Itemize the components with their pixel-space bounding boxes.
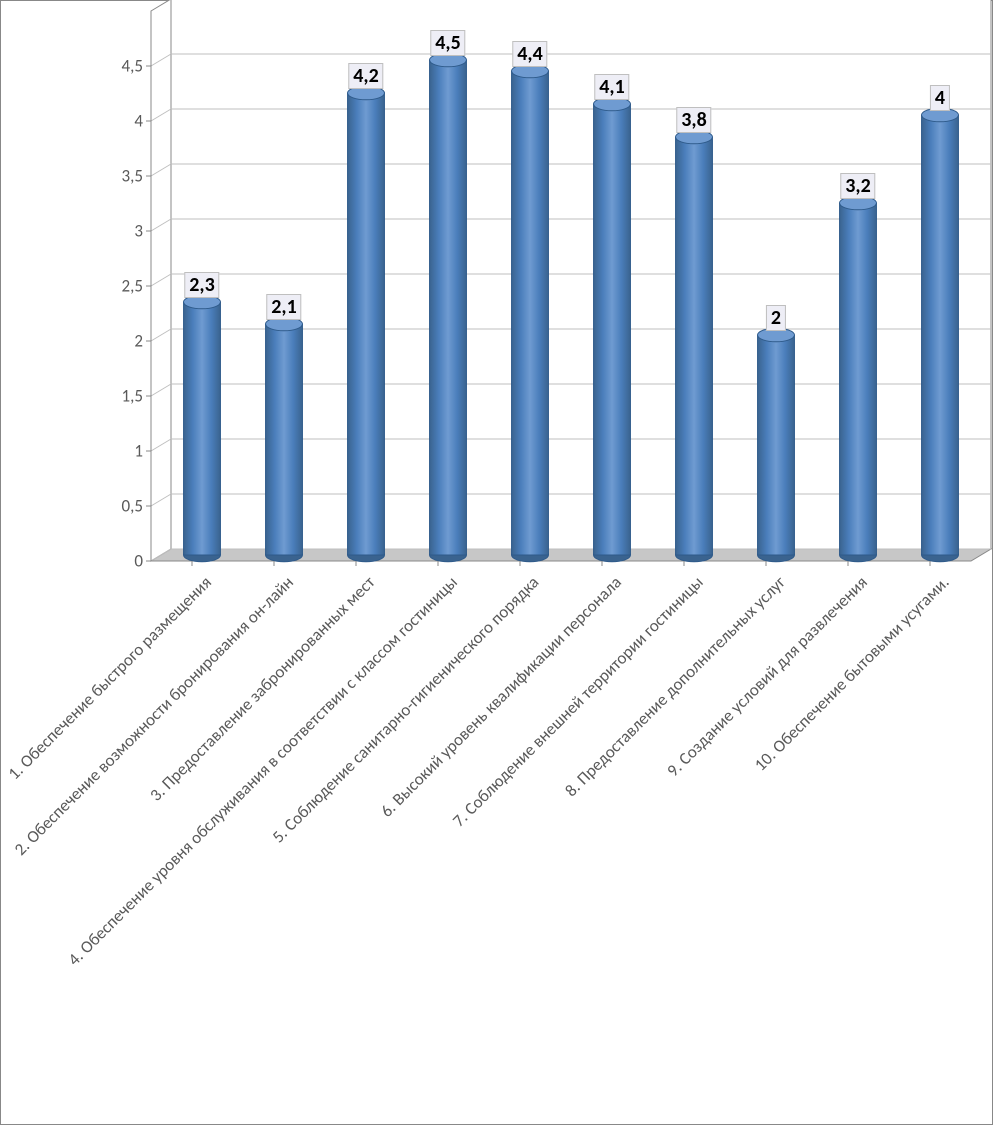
y-tick-label: 0 bbox=[134, 551, 151, 572]
data-label: 2,1 bbox=[266, 294, 301, 320]
y-tick-label: 2 bbox=[134, 331, 151, 352]
bar-1 bbox=[184, 295, 221, 562]
y-tick-label: 3 bbox=[134, 221, 151, 242]
bar-6 bbox=[594, 97, 631, 562]
plot-area: 00,511,522,533,544,51. Обеспечение быстр… bbox=[151, 11, 971, 561]
data-label: 2 bbox=[766, 305, 786, 331]
y-tick-label: 4,5 bbox=[122, 56, 151, 77]
y-tick-label: 0,5 bbox=[122, 496, 151, 517]
y-tick-label: 2,5 bbox=[122, 276, 151, 297]
data-label: 4,2 bbox=[348, 63, 383, 89]
data-label: 4 bbox=[930, 85, 950, 111]
data-label: 4,4 bbox=[512, 41, 547, 67]
data-label: 3,2 bbox=[840, 173, 875, 199]
data-label: 3,8 bbox=[676, 107, 711, 133]
y-tick-label: 4 bbox=[134, 111, 151, 132]
y-tick-label: 3,5 bbox=[122, 166, 151, 187]
bar-8 bbox=[758, 328, 795, 562]
bar-3 bbox=[348, 86, 385, 562]
bar-10 bbox=[922, 108, 959, 562]
chart-svg bbox=[151, 0, 993, 563]
y-tick-label: 1 bbox=[134, 441, 151, 462]
y-tick-label: 1,5 bbox=[122, 386, 151, 407]
x-category-label: 2. Обеспечение возможности бронирования … bbox=[7, 569, 298, 860]
bar-7 bbox=[676, 130, 713, 562]
data-label: 4,1 bbox=[594, 74, 629, 100]
data-label: 4,5 bbox=[430, 30, 465, 56]
bar-5 bbox=[512, 64, 549, 562]
x-category-label: 4. Обеспечение уровня обслуживания в соо… bbox=[61, 569, 462, 970]
bar-4 bbox=[430, 53, 467, 562]
data-label: 2,3 bbox=[184, 272, 219, 298]
bar-9 bbox=[840, 196, 877, 562]
chart-frame: 00,511,522,533,544,51. Обеспечение быстр… bbox=[0, 0, 993, 1125]
bar-2 bbox=[266, 317, 303, 562]
